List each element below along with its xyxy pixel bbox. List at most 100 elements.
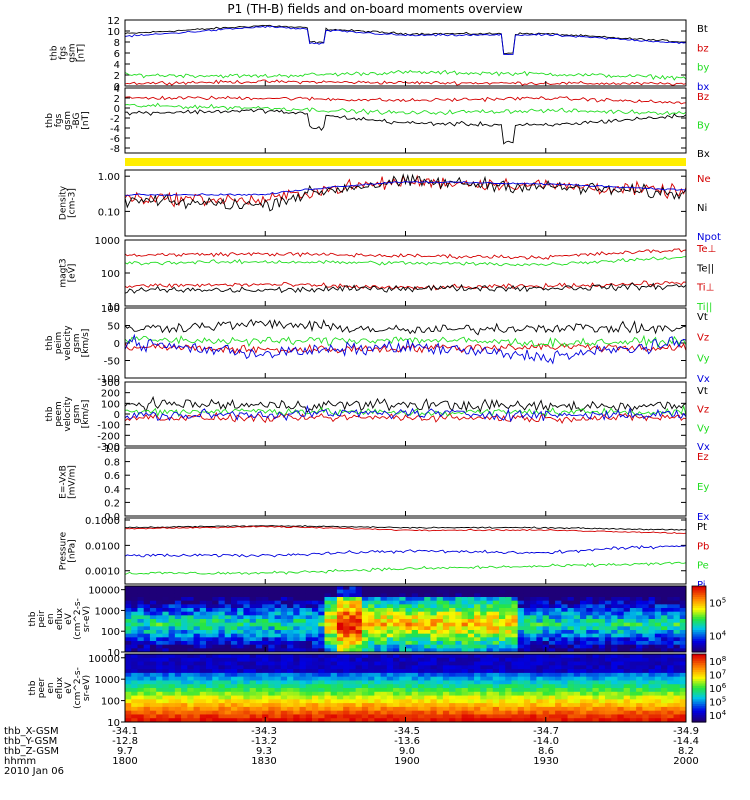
spectrogram-cell — [237, 604, 244, 609]
spectrogram-cell — [312, 611, 319, 616]
spectrogram-cell — [486, 586, 494, 591]
spectrogram-cell — [654, 619, 662, 624]
spectrogram-cell — [355, 604, 363, 609]
spectrogram-cell — [623, 641, 631, 646]
spectrogram-cell — [667, 593, 675, 598]
spectrogram-cell — [567, 706, 575, 712]
spectrogram-cell — [417, 665, 425, 670]
spectrogram-cell — [617, 695, 625, 700]
y-tick-label: 2 — [114, 71, 120, 82]
spectrogram-cell — [636, 615, 643, 620]
spectrogram-cell — [611, 597, 618, 602]
spectrogram-cell — [156, 699, 163, 704]
spectrogram-cell — [679, 695, 687, 700]
spectrogram-cell — [617, 706, 625, 712]
spectrogram-cell — [355, 615, 363, 620]
y-tick-label: 0.6 — [104, 471, 120, 482]
spectrogram-cell — [230, 654, 238, 659]
spectrogram-cell — [399, 619, 406, 624]
spectrogram-cell — [499, 654, 506, 659]
spectrogram-cell — [318, 608, 325, 613]
spectrogram-cell — [125, 684, 132, 689]
spectrogram-cell — [442, 589, 450, 594]
spectrogram-cell — [461, 654, 469, 659]
spectrogram-cell — [405, 604, 413, 609]
spectrogram-cell — [661, 615, 668, 620]
colorbar-cell — [692, 590, 706, 594]
colorbar-cell — [692, 612, 706, 616]
spectrogram-cell — [368, 604, 375, 609]
y-tick-label: 1.0 — [104, 444, 120, 455]
spectrogram-cell — [567, 648, 575, 653]
spectrogram-cell — [411, 604, 419, 609]
spectrogram-cell — [336, 695, 344, 700]
spectrogram-cell — [149, 669, 157, 674]
spectrogram-cell — [274, 630, 282, 635]
spectrogram-cell — [149, 699, 157, 704]
spectrogram-cell — [199, 633, 207, 638]
spectrogram-cell — [224, 672, 232, 678]
spectrogram-cell — [436, 633, 444, 638]
spectrogram-cell — [492, 608, 500, 613]
spectrogram-cell — [461, 608, 469, 613]
spectrogram-cell — [224, 703, 232, 708]
spectrogram-cell — [530, 688, 537, 693]
spectrogram-cell — [206, 626, 213, 631]
spectrogram-cell — [654, 699, 662, 704]
spectrogram-cell — [386, 615, 394, 620]
spectrogram-cell — [667, 657, 675, 663]
spectrogram-cell — [218, 672, 226, 678]
spectrogram-cell — [405, 608, 413, 613]
spectrogram-cell — [629, 593, 637, 598]
spectrogram-cell — [642, 695, 650, 700]
spectrogram-cell — [324, 654, 332, 659]
spectrogram-cell — [417, 648, 425, 653]
spectrogram-cell — [480, 648, 488, 653]
spectrogram-cell — [492, 718, 500, 723]
spectrogram-cell — [449, 630, 456, 635]
spectrogram-cell — [623, 622, 631, 627]
spectrogram-cell — [243, 641, 251, 646]
spectrogram-cell — [399, 597, 406, 602]
spectrogram-cell — [417, 691, 425, 697]
spectrogram-cell — [224, 604, 232, 609]
spectrogram-cell — [243, 622, 251, 627]
spectrogram-cell — [417, 637, 425, 642]
spectrogram-cell — [361, 718, 369, 723]
spectrogram-cell — [162, 615, 170, 620]
spectrogram-cell — [467, 611, 475, 616]
spectrogram-cell — [623, 710, 631, 715]
spectrogram-cell — [287, 622, 294, 627]
spectrogram-cell — [349, 691, 357, 697]
spectrogram-cell — [330, 703, 338, 708]
spectrogram-cell — [567, 615, 575, 620]
spectrogram-cell — [243, 695, 251, 700]
spectrogram-cell — [548, 680, 556, 685]
spectrogram-cell — [181, 611, 188, 616]
colorbar-cell — [692, 710, 706, 714]
spectrogram-cell — [168, 688, 176, 693]
spectrogram-cell — [530, 626, 537, 631]
spectrogram-cell — [206, 644, 213, 649]
spectrogram-cell — [511, 688, 519, 693]
spectrogram-cell — [237, 661, 244, 666]
spectrogram-cell — [530, 695, 537, 700]
spectrogram-cell — [212, 703, 219, 708]
spectrogram-cell — [137, 669, 145, 674]
spectrogram-cell — [274, 586, 282, 591]
spectrogram-cell — [262, 654, 269, 659]
spectrogram-cell — [442, 600, 450, 605]
spectrogram-cell — [436, 706, 444, 712]
spectrogram-cell — [268, 586, 276, 591]
spectrogram-cell — [262, 630, 269, 635]
spectrogram-cell — [355, 637, 363, 642]
spectrogram-cell — [368, 619, 375, 624]
spectrogram-cell — [474, 619, 481, 624]
spectrogram-cell — [636, 597, 643, 602]
spectrogram-cell — [586, 680, 593, 685]
spectrogram-cell — [611, 611, 618, 616]
spectrogram-cell — [636, 626, 643, 631]
spectrogram-cell — [679, 714, 687, 719]
